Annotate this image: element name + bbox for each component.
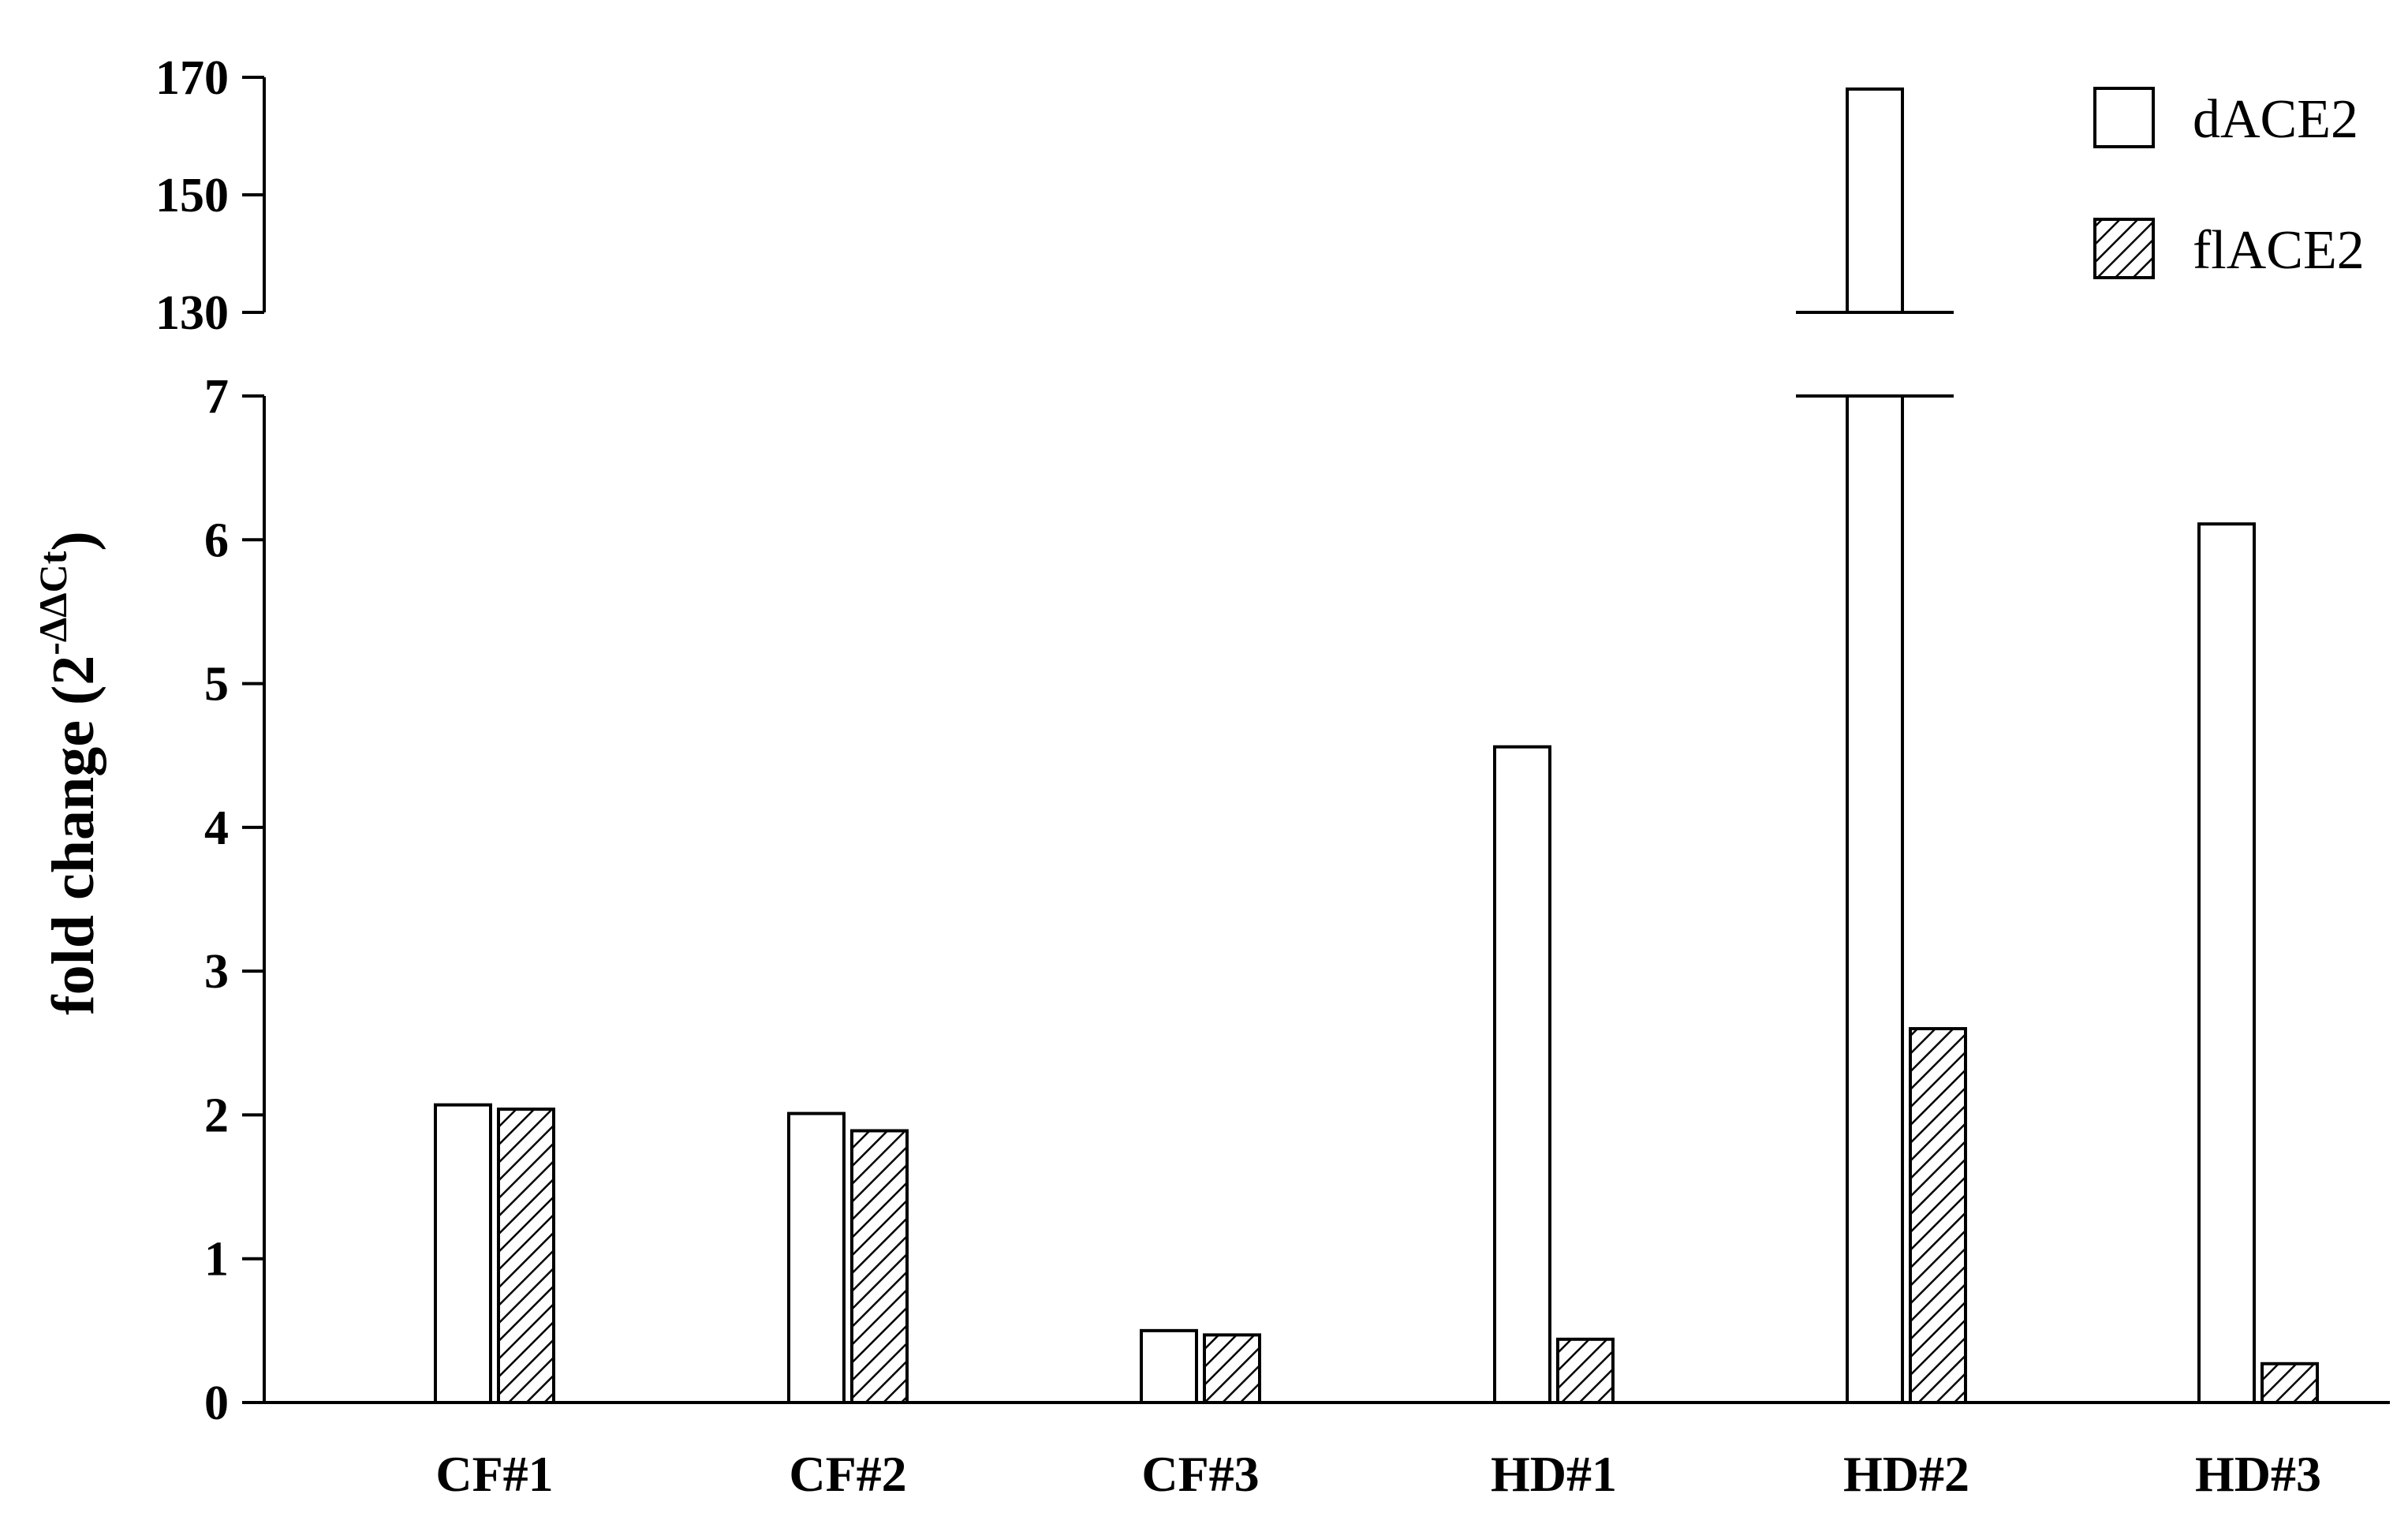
- legend-label-dACE2: dACE2: [2193, 89, 2358, 150]
- break-gap-HD#2: [1842, 314, 1907, 394]
- legend: dACE2 flACE2: [2093, 87, 2365, 281]
- category-label-HD#1: HD#1: [1491, 1446, 1617, 1502]
- category-label-CF#3: CF#3: [1141, 1446, 1259, 1502]
- axes: [263, 77, 2390, 1404]
- bar-dACE2-CF#3: [1140, 1328, 1198, 1405]
- bar-dACE2-HD#2-lower: [1846, 394, 1904, 1404]
- tick-lower-2-label: 2: [204, 1089, 229, 1142]
- category-label-HD#3: HD#3: [2195, 1446, 2321, 1502]
- category-labels: CF#1 CF#2 CF#3 HD#1 HD#2 HD#3: [435, 1446, 2321, 1502]
- tick-upper-170-label: 170: [155, 51, 229, 105]
- tick-upper-130-label: 130: [155, 286, 229, 340]
- tick-upper-150-label: 150: [155, 169, 229, 222]
- bar-flACE2-HD#3: [2261, 1362, 2319, 1404]
- bars: [434, 87, 2319, 1405]
- bar-flACE2-CF#3: [1203, 1333, 1261, 1404]
- legend-swatch-dACE2: [2093, 87, 2155, 148]
- bar-dACE2-CF#1: [434, 1103, 492, 1404]
- tick-lower-7-label: 7: [204, 370, 229, 424]
- bar-dACE2-CF#2: [787, 1111, 846, 1404]
- tick-lower-5-label: 5: [204, 658, 229, 712]
- y-axis-label: fold change (2-ΔΔCt): [31, 531, 106, 1014]
- tick-lower-3-label: 3: [204, 945, 229, 999]
- y-axis-label-superscript: -ΔΔCt: [31, 551, 75, 655]
- category-label-HD#2: HD#2: [1843, 1446, 1969, 1502]
- tick-lower-0-label: 0: [204, 1376, 229, 1430]
- bar-flACE2-HD#2: [1909, 1027, 1967, 1404]
- category-label-CF#1: CF#1: [435, 1446, 553, 1502]
- bar-dACE2-HD#2-upper: [1846, 87, 1904, 315]
- legend-swatch-flACE2: [2093, 218, 2155, 279]
- bar-flACE2-HD#1: [1556, 1337, 1615, 1405]
- bar-dACE2-HD#3: [2197, 522, 2256, 1405]
- category-label-CF#2: CF#2: [789, 1446, 906, 1502]
- y-axis-label-main: fold change (2: [40, 656, 106, 1015]
- tick-lower-4-label: 4: [204, 801, 229, 855]
- legend-label-flACE2: flACE2: [2193, 220, 2365, 281]
- bar-dACE2-HD#1: [1493, 745, 1551, 1404]
- y-ticks: 0 1 2 3 4 5 6 7 130 150 170: [155, 51, 264, 1430]
- bar-flACE2-CF#1: [497, 1108, 555, 1404]
- y-axis-label-close: ): [40, 531, 106, 551]
- tick-lower-1-label: 1: [204, 1233, 229, 1287]
- tick-lower-6-label: 6: [204, 514, 229, 567]
- bar-flACE2-CF#2: [850, 1129, 909, 1404]
